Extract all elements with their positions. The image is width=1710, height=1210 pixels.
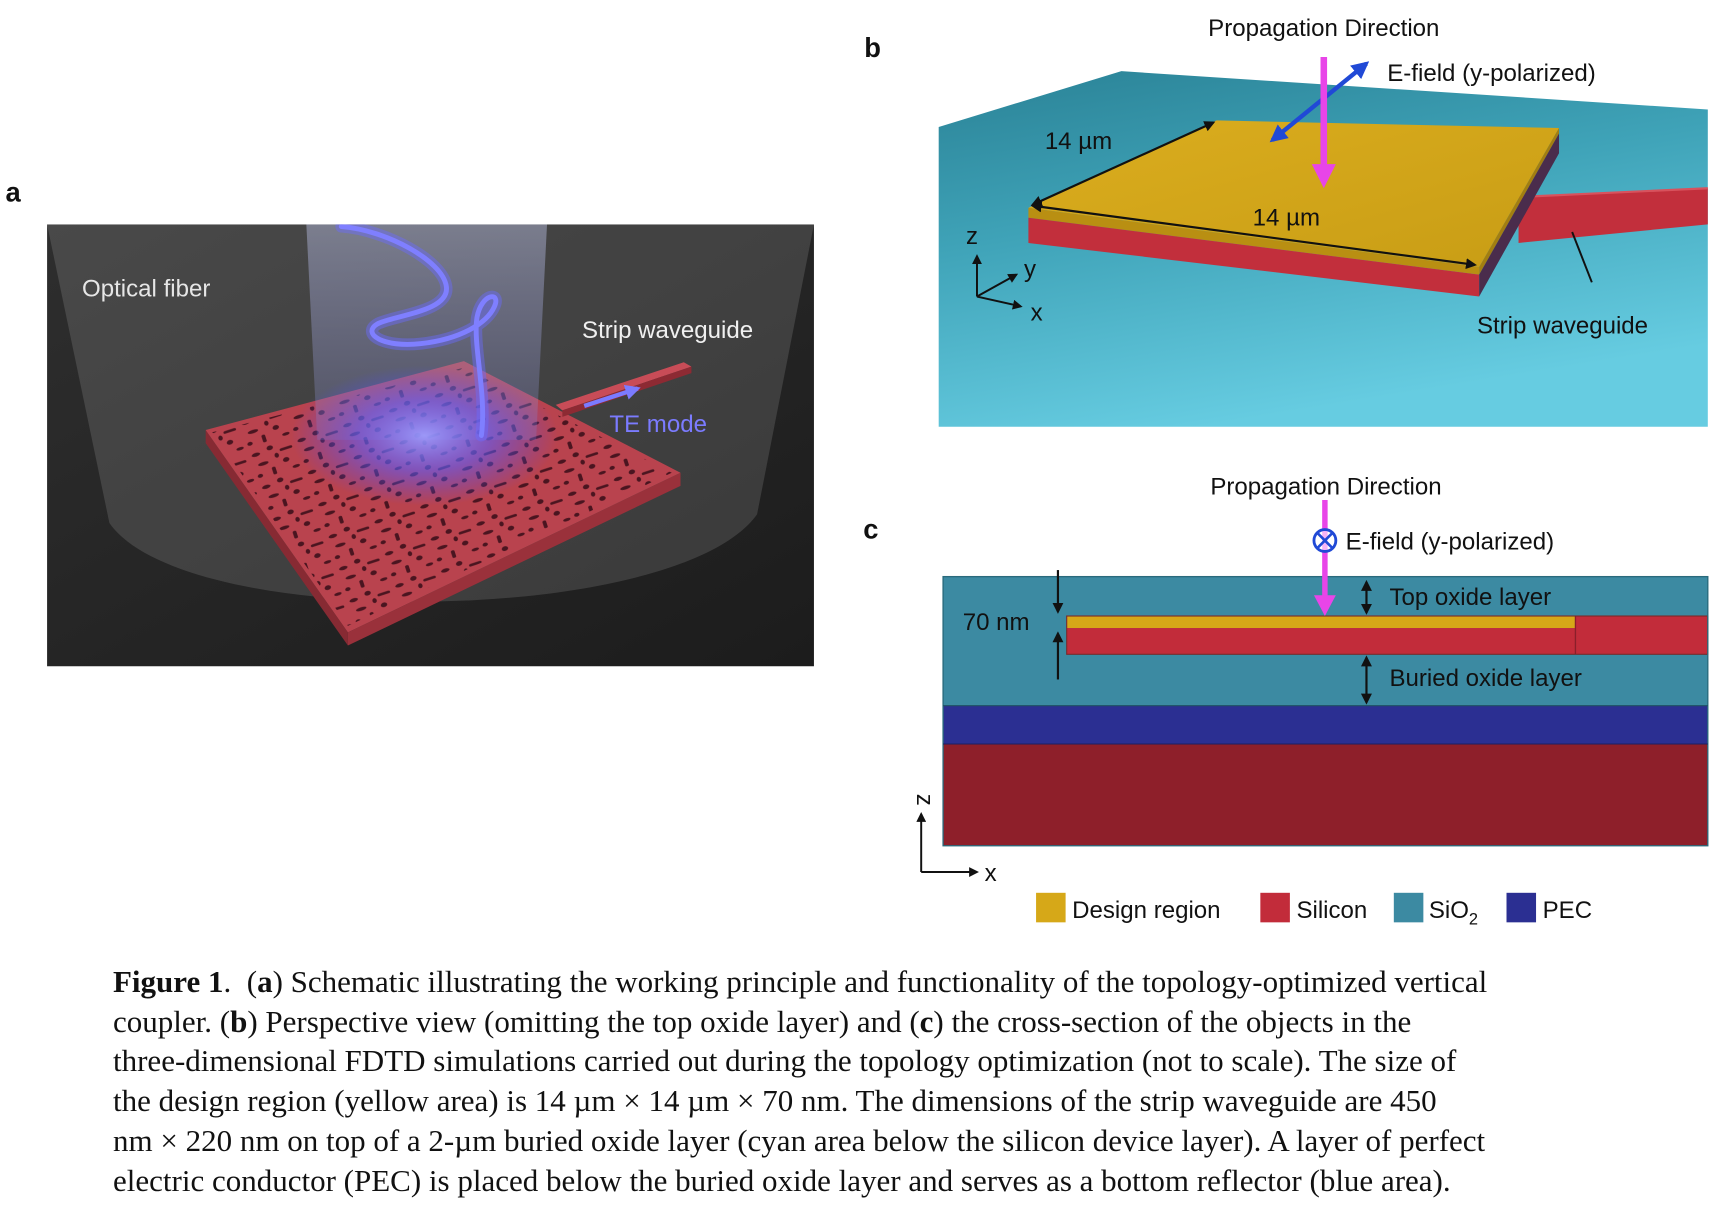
substrate-layer: [943, 744, 1708, 846]
caption-text: nm × 220 nm on top of a 2-µm buried oxid…: [113, 1122, 1486, 1158]
legend-swatch-sio2: [1393, 892, 1424, 923]
te-mode-label: TE mode: [609, 411, 707, 438]
propagation-label-c: Propagation Direction: [1210, 474, 1441, 501]
axes-b: z y x: [966, 223, 1043, 327]
dimension-side-label: 14 µm: [1045, 128, 1112, 155]
waveguide-label-b: Strip waveguide: [1477, 313, 1648, 340]
caption-text: . (: [223, 964, 258, 999]
design-region-layer: [1066, 616, 1576, 629]
caption-text: ) the cross-section of the objects in th…: [933, 1003, 1412, 1039]
figure-caption: Figure 1. (a) Schematic illustrating the…: [113, 962, 1487, 1200]
legend-label-silicon: Silicon: [1296, 897, 1367, 924]
coupling-glow: [291, 365, 558, 506]
caption-bold-text: Figure 1: [113, 964, 224, 999]
caption-text: electric conductor (PEC) is placed below…: [113, 1162, 1451, 1198]
silicon-layer: [1066, 628, 1576, 655]
propagation-label-b: Propagation Direction: [1208, 15, 1439, 42]
strip-waveguide-section: [1575, 616, 1708, 655]
caption-text: three-dimensional FDTD simulations carri…: [113, 1043, 1457, 1079]
legend-label-sio2: SiO2: [1429, 897, 1478, 929]
circled-times-stroke-2: [1316, 531, 1334, 550]
legend-swatch-pec: [1506, 892, 1537, 923]
panel-a-letter: a: [5, 176, 21, 207]
efield-label-c: E-field (y-polarized): [1346, 528, 1554, 555]
axis-b-z-label: z: [966, 223, 978, 250]
waveguide-b-top-edge: [1518, 187, 1708, 199]
legend-swatch-silicon: [1260, 892, 1290, 923]
caption-line: electric conductor (PEC) is placed below…: [113, 1161, 1451, 1201]
axis-c-z-label: z: [911, 794, 938, 806]
legend-swatch-design-region: [1036, 892, 1066, 923]
pec-layer: [943, 705, 1708, 745]
dimension-front-label: 14 µm: [1253, 204, 1320, 231]
panel-c-cross-section: Propagation Direction E-field (y-polariz…: [911, 474, 1709, 887]
efield-arrow: [1269, 61, 1370, 143]
legend: Design region Silicon SiO2 PEC: [1036, 892, 1592, 929]
caption-line: three-dimensional FDTD simulations carri…: [113, 1041, 1456, 1081]
legend-label-pec: PEC: [1543, 897, 1592, 924]
strip-waveguide-top: [555, 362, 692, 411]
legend-label-sio2-subscript: 2: [1469, 911, 1478, 929]
propagation-arrowhead-b: [1311, 164, 1336, 189]
caption-text: ) Schematic illustrating the working pri…: [272, 964, 1488, 999]
top-oxide-label: Top oxide layer: [1389, 584, 1551, 611]
caption-bold-text: c: [919, 1003, 934, 1039]
caption-text: the design region (yellow area) is 14 µm…: [113, 1083, 1437, 1119]
buried-oxide-label: Buried oxide layer: [1389, 665, 1581, 692]
figure-canvas: a Optical fiber Strip waveguide TE mode …: [5, 15, 1709, 929]
axis-b-y-label: y: [1024, 256, 1036, 283]
slab-b-side-silicon: [1479, 133, 1560, 297]
caption-text: coupler. (: [113, 1003, 231, 1039]
optical-fiber-label: Optical fiber: [82, 276, 210, 303]
slab-left-face: [205, 430, 348, 646]
axis-b-x: [976, 295, 1023, 310]
waveguide-b-front: [1518, 188, 1708, 243]
waveguide-pointer: [1571, 231, 1593, 283]
panel-a-render: Optical fiber Strip waveguide TE mode: [47, 224, 814, 667]
light-wave: [338, 224, 499, 438]
caption-line: the design region (yellow area) is 14 µm…: [113, 1081, 1437, 1121]
caption-line: nm × 220 nm on top of a 2-µm buried oxid…: [113, 1121, 1485, 1161]
caption-bold-text: a: [257, 964, 273, 999]
slab-right-face: [347, 472, 681, 646]
axis-b-x-label: x: [1031, 300, 1043, 327]
legend-label-sio2-base: SiO: [1429, 897, 1469, 924]
axes-c: z x: [911, 794, 997, 887]
propagation-arrowhead-c: [1313, 595, 1336, 617]
axis-c-x-label: x: [985, 860, 997, 887]
dimension-arrow-front: [1030, 201, 1477, 270]
panel-c-letter: c: [863, 513, 878, 544]
panel-b-perspective: 14 µm 14 µm Propagation Direction E-fiel…: [938, 15, 1708, 427]
te-mode-arrow: [583, 384, 641, 409]
caption-line: coupler. (b) Perspective view (omitting …: [113, 1002, 1411, 1042]
legend-label-design-region: Design region: [1072, 897, 1220, 924]
thickness-label: 70 nm: [963, 609, 1030, 636]
axis-b-y: [976, 273, 1019, 298]
dimension-arrow-side: [1030, 121, 1216, 207]
caption-text: ) Perspective view (omitting the top oxi…: [247, 1003, 920, 1039]
circled-times-icon: [1312, 528, 1338, 553]
slab-b-side-design: [1479, 128, 1560, 275]
caption-line: Figure 1. (a) Schematic illustrating the…: [113, 962, 1487, 1002]
efield-label-b: E-field (y-polarized): [1387, 60, 1595, 87]
caption-bold-text: b: [230, 1003, 248, 1039]
panel-b-letter: b: [864, 32, 881, 63]
panel-a-waveguide-label: Strip waveguide: [582, 317, 753, 344]
